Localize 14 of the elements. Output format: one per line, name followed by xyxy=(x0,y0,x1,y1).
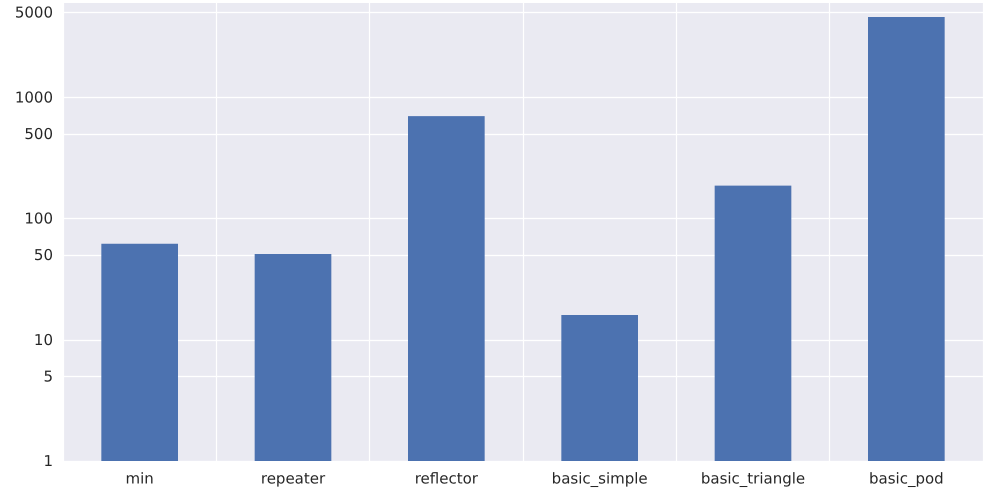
y-tick-label: 10 xyxy=(34,330,53,349)
x-tick-label: repeater xyxy=(260,470,326,488)
y-tick-label: 1000 xyxy=(14,88,53,106)
x-tick-label: basic_triangle xyxy=(700,470,806,488)
x-tick-label: reflector xyxy=(414,470,479,488)
x-tick-label: basic_pod xyxy=(868,470,944,488)
y-tick-label: 5 xyxy=(43,367,53,386)
y-tick-label: 50 xyxy=(34,246,53,264)
y-tick-label: 100 xyxy=(24,210,53,228)
x-tick-label: min xyxy=(126,470,154,488)
x-tick-label: basic_simple xyxy=(552,470,648,488)
y-tick-label: 500 xyxy=(24,124,53,143)
y-tick-label: 1 xyxy=(43,452,53,470)
y-tick-label: 5000 xyxy=(14,4,53,22)
